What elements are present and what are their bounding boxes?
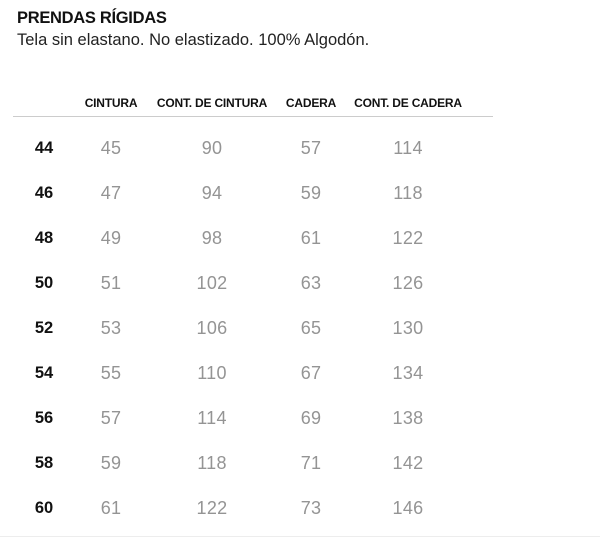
measurement-cell: 90 bbox=[201, 138, 223, 158]
measurement-cell: 53 bbox=[100, 318, 122, 338]
measurement-cell: 69 bbox=[300, 408, 322, 428]
measurement-cell: 65 bbox=[300, 318, 322, 338]
measurement-cell: 61 bbox=[100, 498, 122, 518]
measurement-cell: 146 bbox=[392, 498, 424, 518]
table-row: 56 57 114 69 138 bbox=[13, 396, 493, 441]
table-row: 50 51 102 63 126 bbox=[13, 261, 493, 306]
page-title: PRENDAS RÍGIDAS bbox=[17, 9, 167, 27]
measurement-cell: 106 bbox=[196, 318, 228, 338]
size-cell: 54 bbox=[34, 364, 54, 382]
measurement-cell: 114 bbox=[197, 408, 227, 428]
measurement-cell: 71 bbox=[300, 453, 322, 473]
bottom-divider bbox=[0, 536, 600, 537]
measurement-cell: 94 bbox=[201, 183, 223, 203]
measurement-cell: 98 bbox=[201, 228, 223, 248]
page-subtitle: Tela sin elastano. No elastizado. 100% A… bbox=[17, 31, 370, 49]
measurement-cell: 138 bbox=[392, 408, 424, 428]
size-cell: 56 bbox=[34, 409, 54, 427]
size-cell: 44 bbox=[34, 139, 54, 157]
measurement-cell: 45 bbox=[100, 138, 122, 158]
measurement-cell: 114 bbox=[393, 138, 423, 158]
size-cell: 58 bbox=[34, 454, 54, 472]
measurement-cell: 118 bbox=[393, 183, 423, 203]
size-cell: 50 bbox=[34, 274, 54, 292]
table-row: 52 53 106 65 130 bbox=[13, 306, 493, 351]
column-header-cont-de-cintura: CONT. DE CINTURA bbox=[156, 96, 268, 110]
table-row: 58 59 118 71 142 bbox=[13, 441, 493, 486]
measurement-cell: 122 bbox=[392, 228, 424, 248]
size-table-header-row: CINTURA CONT. DE CINTURA CADERA CONT. DE… bbox=[13, 90, 493, 117]
table-row: 60 61 122 73 146 bbox=[13, 486, 493, 531]
column-header-cont-de-cadera: CONT. DE CADERA bbox=[354, 96, 462, 110]
size-table: CINTURA CONT. DE CINTURA CADERA CONT. DE… bbox=[13, 90, 493, 531]
measurement-cell: 142 bbox=[392, 453, 424, 473]
size-cell: 52 bbox=[34, 319, 54, 337]
measurement-cell: 47 bbox=[100, 183, 122, 203]
measurement-cell: 61 bbox=[300, 228, 322, 248]
measurement-cell: 57 bbox=[300, 138, 322, 158]
measurement-cell: 49 bbox=[100, 228, 122, 248]
measurement-cell: 59 bbox=[100, 453, 122, 473]
measurement-cell: 130 bbox=[392, 318, 424, 338]
table-row: 48 49 98 61 122 bbox=[13, 216, 493, 261]
measurement-cell: 102 bbox=[196, 273, 228, 293]
column-header-cintura: CINTURA bbox=[84, 96, 138, 110]
size-cell: 60 bbox=[34, 499, 54, 517]
measurement-cell: 67 bbox=[300, 363, 322, 383]
measurement-cell: 55 bbox=[100, 363, 122, 383]
measurement-cell: 126 bbox=[392, 273, 424, 293]
measurement-cell: 110 bbox=[197, 363, 227, 383]
measurement-cell: 118 bbox=[197, 453, 227, 473]
measurement-cell: 59 bbox=[300, 183, 322, 203]
table-row: 44 45 90 57 114 bbox=[13, 126, 493, 171]
column-header-cadera: CADERA bbox=[285, 96, 337, 110]
table-row: 46 47 94 59 118 bbox=[13, 171, 493, 216]
measurement-cell: 57 bbox=[100, 408, 122, 428]
size-cell: 48 bbox=[34, 229, 54, 247]
size-table-body: 44 45 90 57 114 46 47 94 59 118 48 49 98 61 122 50 51 102… bbox=[13, 126, 493, 531]
measurement-cell: 51 bbox=[100, 273, 122, 293]
measurement-cell: 122 bbox=[196, 498, 228, 518]
table-row: 54 55 110 67 134 bbox=[13, 351, 493, 396]
measurement-cell: 73 bbox=[300, 498, 322, 518]
size-cell: 46 bbox=[34, 184, 54, 202]
measurement-cell: 63 bbox=[300, 273, 322, 293]
measurement-cell: 134 bbox=[392, 363, 424, 383]
